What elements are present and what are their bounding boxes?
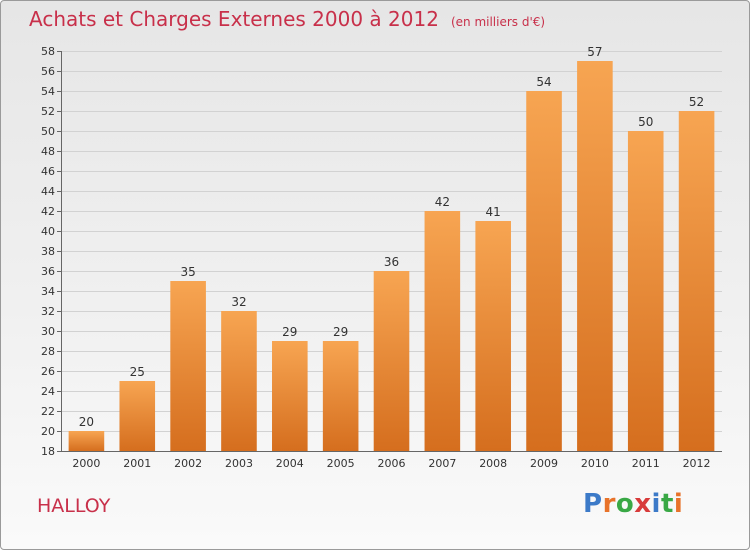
y-tick-label: 46 [41, 165, 55, 178]
bar-2000 [68, 431, 105, 451]
y-tick-label: 54 [41, 85, 55, 98]
data-label-2006: 36 [384, 255, 399, 269]
y-tick-label: 44 [41, 185, 55, 198]
y-tick-label: 36 [41, 265, 55, 278]
bar-2001 [119, 381, 156, 451]
x-tick-label-2001: 2001 [123, 457, 151, 470]
bar-2008 [475, 221, 511, 451]
commune-name: HALLOY [37, 495, 111, 517]
bar-2012 [678, 111, 715, 451]
bar-2011 [627, 131, 664, 451]
data-label-2008: 41 [486, 205, 501, 219]
data-label-2004: 29 [282, 325, 297, 339]
bar-2003 [221, 311, 257, 451]
x-tick-label-2007: 2007 [428, 457, 456, 470]
data-label-2002: 35 [180, 265, 195, 279]
data-label-2010: 57 [587, 45, 602, 59]
y-tick-label: 26 [41, 365, 55, 378]
x-tick-label-2010: 2010 [581, 457, 609, 470]
data-label-2001: 25 [130, 365, 145, 379]
bar-2009 [526, 91, 562, 451]
x-tick-label-2009: 2009 [530, 457, 558, 470]
x-tick-label-2002: 2002 [174, 457, 202, 470]
x-tick-label-2004: 2004 [276, 457, 304, 470]
unit-text: (en milliers d'€) [450, 15, 546, 29]
y-tick-label: 40 [41, 225, 55, 238]
bar-2006 [373, 271, 410, 451]
y-tick-label: 34 [41, 285, 55, 298]
data-label-2009: 54 [536, 75, 551, 89]
y-tick-label: 24 [41, 385, 55, 398]
y-tick-label: 38 [41, 245, 55, 258]
x-tick-label-2006: 2006 [378, 457, 406, 470]
logo-letter: r [602, 489, 616, 519]
bar-2005 [322, 341, 359, 451]
data-label-2003: 32 [231, 295, 246, 309]
y-tick-label: 22 [41, 405, 55, 418]
chart-title: Achats et Charges Externes 2000 à 2012 (e… [29, 7, 545, 31]
y-tick-label: 50 [41, 125, 55, 138]
y-tick-label: 56 [41, 65, 55, 78]
y-axis: 18 20 22 24 26 28 30 32 34 36 38 40 42 44 46 48 50 52 54 56… [41, 45, 62, 458]
title-text: Achats et Charges Externes 2000 à 2012 [29, 7, 439, 31]
data-label-2000: 20 [79, 415, 94, 429]
data-label-2007: 42 [435, 195, 450, 209]
y-tick-label: 30 [41, 325, 55, 338]
logo-letter: P [583, 489, 603, 519]
x-tick-label-2005: 2005 [327, 457, 355, 470]
bar-2010 [577, 61, 613, 451]
x-tick-label-2012: 2012 [683, 457, 711, 470]
y-tick-label: 48 [41, 145, 55, 158]
bar-2007 [424, 211, 461, 451]
y-tick-label: 28 [41, 345, 55, 358]
logo-letter: i [673, 489, 684, 519]
data-label-2011: 50 [638, 115, 653, 129]
x-tick-label-2008: 2008 [479, 457, 507, 470]
y-tick-label: 58 [41, 45, 55, 58]
data-label-2005: 29 [333, 325, 348, 339]
logo-letter: x [634, 489, 652, 519]
logo-letter: t [660, 489, 674, 519]
logo-letter: i [651, 489, 661, 519]
y-tick-label: 42 [41, 205, 55, 218]
bar-2002 [170, 281, 206, 451]
y-tick-label: 20 [41, 425, 55, 438]
y-tick-label: 52 [41, 105, 55, 118]
proxiti-logo: Proxiti [583, 489, 683, 519]
bar-2004 [272, 341, 308, 451]
x-axis: 2000 2001 2002 2003 2004 2005 2006 2007 2008 2009… [61, 451, 722, 470]
y-tick-label: 32 [41, 305, 55, 318]
data-label-2012: 52 [689, 95, 704, 109]
bars: 20 25 35 32 29 29 36 42 41 54 57 50 52 [68, 45, 715, 451]
logo-letter: o [615, 489, 635, 519]
x-tick-label-2003: 2003 [225, 457, 253, 470]
x-tick-label-2011: 2011 [632, 457, 660, 470]
y-tick-label: 18 [41, 445, 55, 458]
x-tick-label-2000: 2000 [72, 457, 100, 470]
